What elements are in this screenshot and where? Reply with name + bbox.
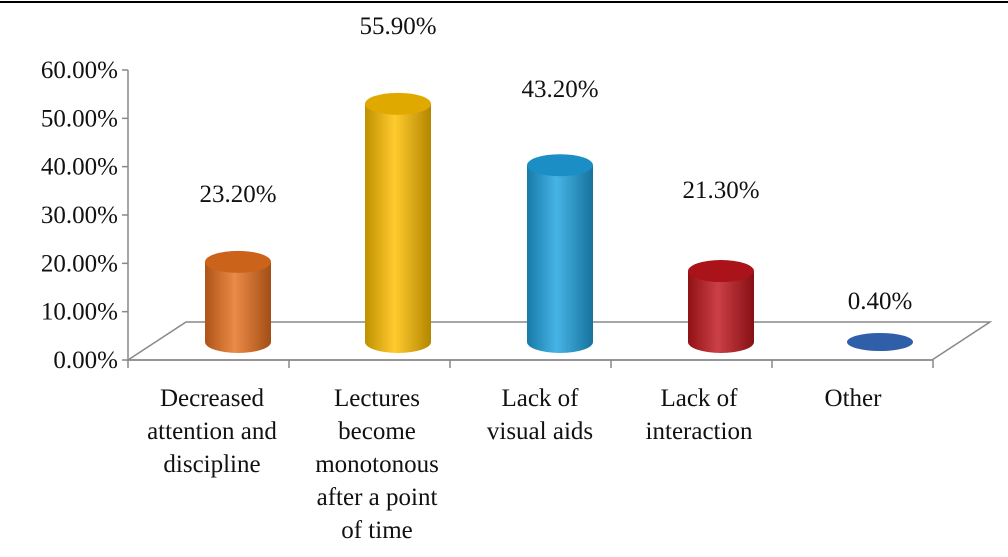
bar-top [688, 260, 754, 283]
y-tick-label: 50.00% [41, 105, 118, 132]
data-label: 55.90% [359, 13, 436, 40]
x-axis-categories: Decreased attention and discipline Lectures… [147, 385, 882, 544]
bar-top [365, 92, 431, 115]
data-label: 0.40% [848, 288, 913, 315]
bar-top [205, 250, 271, 273]
y-axis: 0.00% 10.00% 20.00% 30.00% 40.00% 50.00% 60.00… [41, 57, 934, 374]
category-label: Lack of interaction [646, 385, 753, 445]
bar-body [205, 261, 271, 353]
bar [847, 333, 913, 351]
data-label: 23.20% [199, 181, 276, 208]
data-label: 21.30% [682, 177, 759, 204]
bar [205, 250, 271, 353]
category-label: Decreased attention and discipline [147, 385, 277, 478]
category-label: Other [825, 385, 883, 412]
bar-top [847, 333, 913, 351]
y-tick-label: 40.00% [41, 154, 118, 181]
bar-body [688, 271, 754, 353]
category-label: Lack of visual aids [487, 385, 593, 445]
bars [205, 92, 913, 353]
y-tick-label: 60.00% [41, 57, 118, 84]
category-label: Lectures become monotonous after a point of … [315, 385, 439, 544]
bar [527, 154, 593, 353]
bar [365, 92, 431, 353]
bar-top [527, 154, 593, 177]
data-label: 43.20% [521, 76, 598, 103]
y-tick-label: 10.00% [41, 299, 118, 326]
bar-body [365, 103, 431, 353]
bar [688, 260, 754, 353]
y-tick-label: 20.00% [41, 250, 118, 277]
data-labels: 23.20% 55.90% 43.20% 21.30% 0.40% [199, 13, 912, 315]
bar-body [527, 165, 593, 353]
y-tick-label: 0.00% [53, 347, 118, 374]
y-tick-label: 30.00% [41, 202, 118, 229]
